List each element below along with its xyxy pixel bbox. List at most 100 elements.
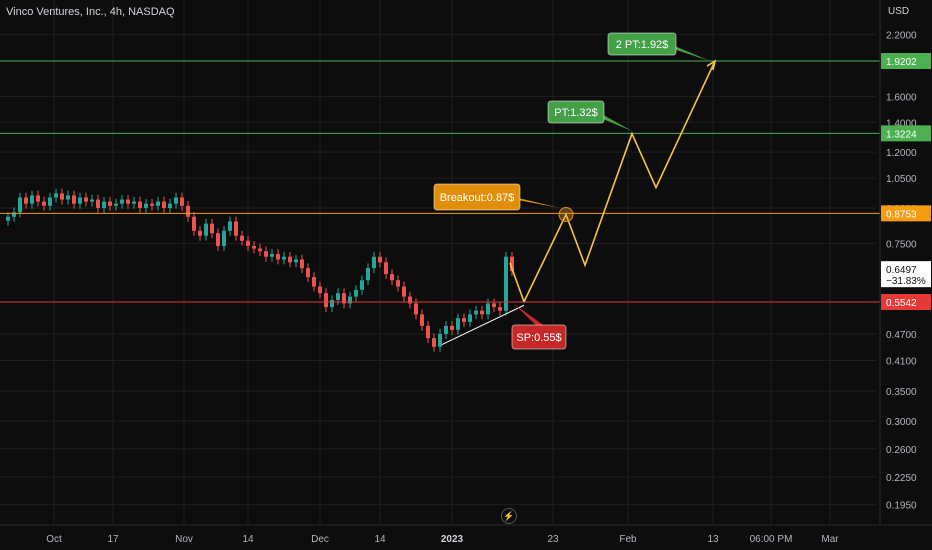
- candle: [24, 192, 28, 209]
- candle-body: [204, 223, 208, 236]
- candle-body: [138, 201, 142, 208]
- candle-body: [366, 268, 370, 281]
- price-badge: [881, 125, 931, 142]
- last-price-badge: [881, 261, 931, 288]
- candle: [96, 194, 100, 213]
- candle: [390, 269, 394, 286]
- candle: [300, 254, 304, 274]
- price-tick: 0.4100: [886, 356, 917, 367]
- candle-body: [492, 303, 496, 308]
- callout[interactable]: Breakout:0.87$: [433, 183, 560, 211]
- time-tick: Nov: [175, 534, 193, 545]
- candle-body: [180, 197, 184, 206]
- symbol-title: Vinco Ventures, Inc., 4h, NASDAQ: [6, 6, 175, 18]
- candle: [48, 192, 52, 211]
- candle-body: [330, 299, 334, 308]
- candle-body: [276, 253, 280, 260]
- candle-body: [396, 280, 400, 287]
- candle-body: [438, 333, 442, 347]
- callout[interactable]: PT:1.32$: [547, 100, 632, 131]
- candle: [186, 201, 190, 222]
- candle: [318, 281, 322, 299]
- candle: [492, 298, 496, 312]
- candle-body: [210, 223, 214, 234]
- candle-body: [12, 212, 16, 217]
- candle-body: [240, 235, 244, 241]
- time-axis[interactable]: Oct 17 Nov 14 Dec 14 2023 23 Feb 13 06:00 PM Mar: [0, 524, 932, 545]
- candle: [108, 196, 112, 211]
- candle: [120, 194, 124, 209]
- candle: [444, 321, 448, 339]
- candle-body: [174, 197, 178, 204]
- price-badge-label: 1.9202: [886, 57, 917, 68]
- candle: [420, 309, 424, 331]
- last-price-change: −31.83%: [886, 276, 926, 287]
- price-tick: 1.6000: [886, 92, 917, 103]
- candle: [270, 249, 274, 262]
- price-tick: 0.2250: [886, 473, 917, 484]
- candle: [30, 190, 34, 209]
- candle: [12, 207, 16, 222]
- candle-body: [18, 197, 22, 213]
- callout[interactable]: 2 PT:1.92$: [607, 32, 710, 61]
- candle: [450, 321, 454, 335]
- price-levels: [0, 60, 880, 303]
- candle-body: [312, 277, 316, 287]
- candle-body: [432, 338, 436, 347]
- candle-body: [510, 256, 514, 272]
- callout-label: Breakout:0.87$: [440, 192, 515, 204]
- candle-body: [486, 303, 490, 315]
- candle-body: [84, 197, 88, 202]
- candle-body: [162, 201, 166, 208]
- lightning-icon[interactable]: ⚡: [501, 508, 517, 524]
- callout[interactable]: SP:0.55$: [511, 304, 567, 350]
- candle-body: [318, 286, 322, 294]
- candle: [264, 246, 268, 262]
- arrow-head: [706, 59, 717, 71]
- candle: [276, 249, 280, 265]
- candle-body: [348, 296, 352, 304]
- callout-box: [511, 324, 567, 350]
- candle: [282, 251, 286, 265]
- candle-body: [444, 325, 448, 334]
- candles: [6, 188, 525, 352]
- candle: [192, 211, 196, 236]
- candle: [168, 198, 172, 213]
- candle-body: [156, 201, 160, 206]
- candle: [426, 321, 430, 344]
- candle-body: [96, 199, 100, 208]
- candle-body: [258, 248, 262, 252]
- candle: [210, 218, 214, 239]
- candle-body: [60, 193, 64, 200]
- time-tick: 06:00 PM: [750, 534, 793, 545]
- time-tick: Dec: [311, 534, 329, 545]
- candle: [6, 211, 10, 226]
- candle: [138, 196, 142, 213]
- candle: [198, 226, 202, 241]
- callout-box: [547, 100, 605, 124]
- candle-body: [282, 256, 286, 260]
- candle-body: [354, 289, 358, 297]
- candle-body: [252, 245, 256, 249]
- candle-body: [114, 203, 118, 206]
- candle: [432, 333, 436, 352]
- candle-body: [168, 203, 172, 208]
- projection-line: [523, 60, 716, 303]
- callout-label: PT:1.32$: [554, 107, 597, 119]
- candle-body: [414, 303, 418, 315]
- candle: [348, 291, 352, 309]
- price-badge: [881, 294, 931, 310]
- callout-box: [433, 183, 521, 211]
- candle: [408, 291, 412, 309]
- time-tick: Feb: [619, 534, 637, 545]
- candle: [204, 218, 208, 241]
- candle: [36, 190, 40, 207]
- candle: [498, 302, 502, 316]
- candle-body: [300, 259, 304, 269]
- candle-body: [450, 325, 454, 330]
- candle: [42, 196, 46, 211]
- candle: [456, 313, 460, 335]
- candle-body: [402, 286, 406, 297]
